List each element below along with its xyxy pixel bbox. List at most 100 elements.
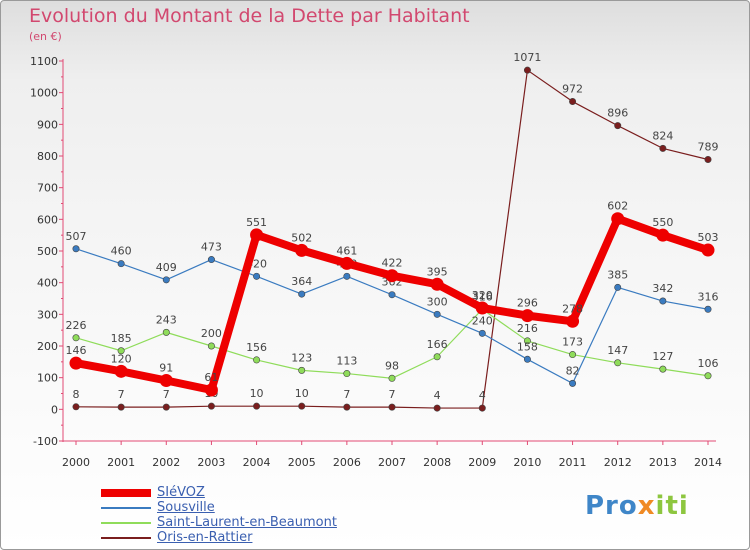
y-tick-label: -100: [33, 435, 58, 448]
data-label: 91: [159, 362, 173, 375]
data-point: [385, 269, 399, 283]
y-tick-label: 600: [37, 213, 58, 226]
data-label: 120: [111, 352, 132, 365]
data-point: [523, 337, 531, 345]
data-label: 113: [336, 355, 357, 368]
data-label: 824: [652, 129, 673, 142]
data-point: [659, 365, 667, 373]
data-point: [388, 291, 396, 299]
data-label: 147: [607, 344, 628, 357]
data-label: 240: [472, 314, 493, 327]
series-line: [75, 69, 709, 409]
data-point: [250, 228, 264, 242]
data-label: 602: [607, 200, 628, 213]
legend-swatch: [101, 522, 151, 524]
data-label: 320: [472, 289, 493, 302]
y-tick-label: 200: [37, 340, 58, 353]
data-point: [117, 260, 125, 268]
y-tick-label: 800: [37, 150, 58, 163]
data-point: [162, 403, 170, 411]
legend-label: Sousville: [157, 500, 215, 515]
data-point: [388, 403, 396, 411]
x-tick-label: 2013: [649, 456, 677, 469]
data-point: [72, 245, 80, 253]
series-sousville: 5074604094734203644203623002401588238534…: [66, 230, 719, 387]
data-point: [569, 351, 577, 359]
y-tick-label: 100: [37, 372, 58, 385]
data-label: 300: [427, 295, 448, 308]
data-label: 106: [698, 357, 719, 370]
data-point: [69, 356, 83, 370]
data-label: 896: [607, 107, 628, 120]
data-label: 461: [336, 244, 357, 257]
data-point: [117, 347, 125, 355]
data-label: 507: [66, 230, 87, 243]
data-point: [614, 283, 622, 291]
data-point: [204, 383, 218, 397]
data-label: 316: [472, 290, 493, 303]
legend-label: Oris-en-Rattier: [157, 530, 253, 545]
data-point: [523, 355, 531, 363]
data-label: 82: [566, 364, 580, 377]
data-label: 10: [295, 387, 309, 400]
x-tick-label: 2000: [62, 456, 90, 469]
data-label: 551: [246, 216, 267, 229]
data-label: 972: [562, 83, 583, 96]
data-label: 243: [156, 313, 177, 326]
legend-swatch: [101, 489, 151, 497]
data-point: [566, 314, 580, 328]
x-tick-label: 2005: [288, 456, 316, 469]
data-label: 7: [118, 388, 125, 401]
data-label: 158: [517, 340, 538, 353]
data-point: [253, 356, 261, 364]
data-label: 10: [250, 387, 264, 400]
data-label: 7: [389, 388, 396, 401]
data-point: [159, 374, 173, 388]
x-tick-label: 2008: [423, 456, 451, 469]
legend-swatch: [101, 537, 151, 539]
data-point: [478, 329, 486, 337]
series-oris-en-rattier: 87710101077441071972896824789: [72, 51, 719, 412]
y-tick-label: 500: [37, 245, 58, 258]
data-label: 460: [111, 245, 132, 258]
data-point: [298, 402, 306, 410]
data-label: 1071: [513, 51, 541, 64]
data-point: [207, 342, 215, 350]
data-label: 4: [479, 389, 486, 402]
data-point: [298, 290, 306, 298]
data-label: 422: [382, 257, 403, 270]
data-point: [569, 98, 577, 106]
proxiti-logo: Proxiti: [585, 491, 689, 521]
data-point: [433, 310, 441, 318]
data-label: 8: [73, 388, 80, 401]
x-tick-label: 2004: [243, 456, 271, 469]
data-point: [614, 122, 622, 130]
data-point: [253, 402, 261, 410]
data-point: [704, 155, 712, 163]
x-tick-label: 2007: [378, 456, 406, 469]
x-tick-label: 2006: [333, 456, 361, 469]
data-point: [659, 144, 667, 152]
data-label: 173: [562, 336, 583, 349]
data-label: 395: [427, 265, 448, 278]
data-label: 127: [652, 350, 673, 363]
x-tick-label: 2009: [468, 456, 496, 469]
y-tick-label: 700: [37, 182, 58, 195]
legend-swatch: [101, 507, 151, 509]
data-label: 123: [291, 351, 312, 364]
data-point: [72, 334, 80, 342]
data-label: 7: [163, 388, 170, 401]
chart-subtitle: (en €): [29, 30, 62, 43]
data-point: [478, 404, 486, 412]
data-point: [659, 297, 667, 305]
legend-label: SIéVOZ: [157, 485, 205, 500]
data-point: [343, 370, 351, 378]
data-point: [72, 403, 80, 411]
data-label: 550: [652, 216, 673, 229]
data-label: 200: [201, 327, 222, 340]
data-label: 226: [66, 319, 87, 332]
data-point: [162, 328, 170, 336]
data-label: 473: [201, 241, 222, 254]
data-point: [298, 366, 306, 374]
